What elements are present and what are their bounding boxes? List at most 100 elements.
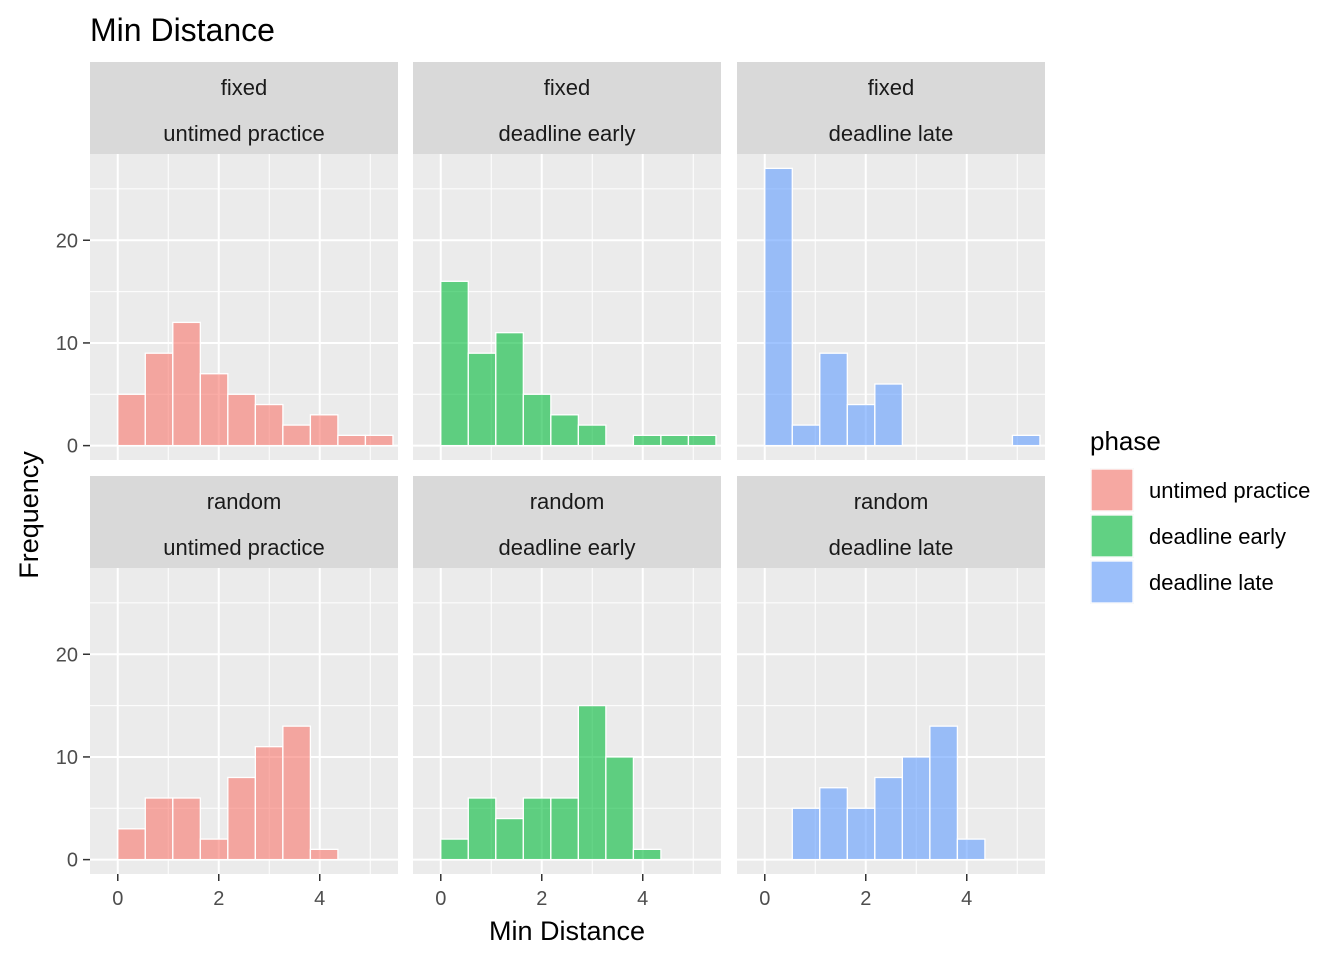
histogram-bar xyxy=(117,393,146,447)
histogram-bar xyxy=(1011,434,1041,447)
histogram-bar xyxy=(254,746,284,861)
histogram-bar xyxy=(791,424,821,447)
histogram-bar xyxy=(440,838,469,861)
legend-swatch xyxy=(1090,468,1134,512)
facet-panel: fixed deadline early xyxy=(413,62,721,460)
histogram-bar xyxy=(467,352,497,447)
facet-strip-label-row: random xyxy=(854,489,929,514)
x-tick-label: 0 xyxy=(759,888,770,910)
facet-panel: fixed deadline late xyxy=(737,62,1045,460)
legend-label: untimed practice xyxy=(1149,478,1310,503)
histogram-bar xyxy=(632,848,662,861)
facet-strip-label-row: random xyxy=(207,489,282,514)
x-tick-label: 0 xyxy=(112,888,123,910)
histogram-bar xyxy=(846,403,876,447)
histogram-bar xyxy=(819,352,848,447)
histogram-bar xyxy=(550,797,580,861)
facet-strip-label-row: random xyxy=(530,489,605,514)
legend-label: deadline early xyxy=(1149,524,1286,549)
facet-strip-label-row: fixed xyxy=(544,75,590,100)
histogram-bar xyxy=(227,393,257,447)
facet-panel: random untimed practice 0 10 20 0 2 4 xyxy=(56,476,398,910)
x-tick-label: 2 xyxy=(213,888,224,910)
histogram-bar xyxy=(254,403,284,447)
histogram-bar xyxy=(440,280,469,447)
legend: phase untimed practice deadline early dead… xyxy=(1090,426,1310,604)
legend-label: deadline late xyxy=(1149,570,1274,595)
facet-strip-label-col: untimed practice xyxy=(163,535,324,560)
histogram-bar xyxy=(577,704,607,861)
histogram-bar xyxy=(117,828,146,861)
histogram-bar xyxy=(309,414,339,447)
facet-strip xyxy=(737,62,1045,154)
y-tick-label: 10 xyxy=(56,333,78,355)
histogram-bar xyxy=(819,787,848,861)
x-axis-title: Min Distance xyxy=(489,916,645,946)
facet-strip xyxy=(413,62,721,154)
histogram-bar xyxy=(632,434,662,447)
histogram-bar xyxy=(956,838,986,861)
histogram-bar xyxy=(337,434,367,447)
histogram-bar xyxy=(199,838,229,861)
facet-strip xyxy=(90,62,398,154)
facet-strip-label-col: deadline early xyxy=(499,535,636,560)
x-tick-label: 2 xyxy=(860,888,871,910)
facet-panel: random deadline early 0 2 4 xyxy=(413,476,721,910)
histogram-bar xyxy=(199,373,229,447)
y-axis-title: Frequency xyxy=(14,451,44,579)
legend-swatch xyxy=(1090,514,1134,558)
facet-strip-label-col: deadline early xyxy=(499,121,636,146)
histogram-bar xyxy=(577,424,607,447)
x-tick-label: 4 xyxy=(961,888,972,910)
facet-strip-label-row: fixed xyxy=(868,75,914,100)
facet-strip xyxy=(413,476,721,568)
histogram-bar xyxy=(874,383,904,447)
chart-title: Min Distance xyxy=(90,12,275,48)
histogram-bar xyxy=(660,434,690,447)
histogram-bar xyxy=(522,797,552,861)
facet-panel: random deadline late 0 2 4 xyxy=(737,476,1045,910)
histogram-bar xyxy=(846,807,876,861)
histogram-bar xyxy=(364,434,394,447)
y-tick-label: 0 xyxy=(67,436,78,458)
histogram-bar xyxy=(144,352,174,447)
histogram-bar xyxy=(172,321,201,447)
facet-strip xyxy=(737,476,1045,568)
histogram-bar xyxy=(495,332,524,447)
facet-strip-label-row: fixed xyxy=(221,75,267,100)
histogram-bar xyxy=(687,434,717,447)
x-tick-label: 4 xyxy=(314,888,325,910)
facet-strip xyxy=(90,476,398,568)
x-tick-label: 2 xyxy=(536,888,547,910)
x-tick-label: 0 xyxy=(435,888,446,910)
histogram-bar xyxy=(309,848,339,861)
histogram-bar xyxy=(467,797,497,861)
legend-swatch xyxy=(1090,560,1134,604)
histogram-bar xyxy=(764,167,793,447)
y-tick-label: 10 xyxy=(56,747,78,769)
histogram-bar xyxy=(550,414,580,447)
histogram-bar xyxy=(605,756,635,861)
facet-panel: fixed untimed practice 0 10 20 xyxy=(56,62,398,460)
histogram-bar xyxy=(282,424,312,447)
y-tick-label: 20 xyxy=(56,230,78,252)
histogram-bar xyxy=(791,807,821,861)
y-tick-label: 0 xyxy=(67,850,78,872)
facet-strip-label-col: untimed practice xyxy=(163,121,324,146)
histogram-bar xyxy=(282,725,312,861)
histogram-bar xyxy=(522,393,552,447)
histogram-bar xyxy=(144,797,174,861)
histogram-bar xyxy=(874,776,904,861)
histogram-bar xyxy=(227,776,257,861)
legend-title: phase xyxy=(1090,426,1161,456)
histogram-bar xyxy=(901,756,931,861)
histogram-bar xyxy=(929,725,959,861)
facet-strip-label-col: deadline late xyxy=(829,535,954,560)
y-tick-label: 20 xyxy=(56,644,78,666)
histogram-bar xyxy=(172,797,201,861)
x-tick-label: 4 xyxy=(637,888,648,910)
facet-strip-label-col: deadline late xyxy=(829,121,954,146)
